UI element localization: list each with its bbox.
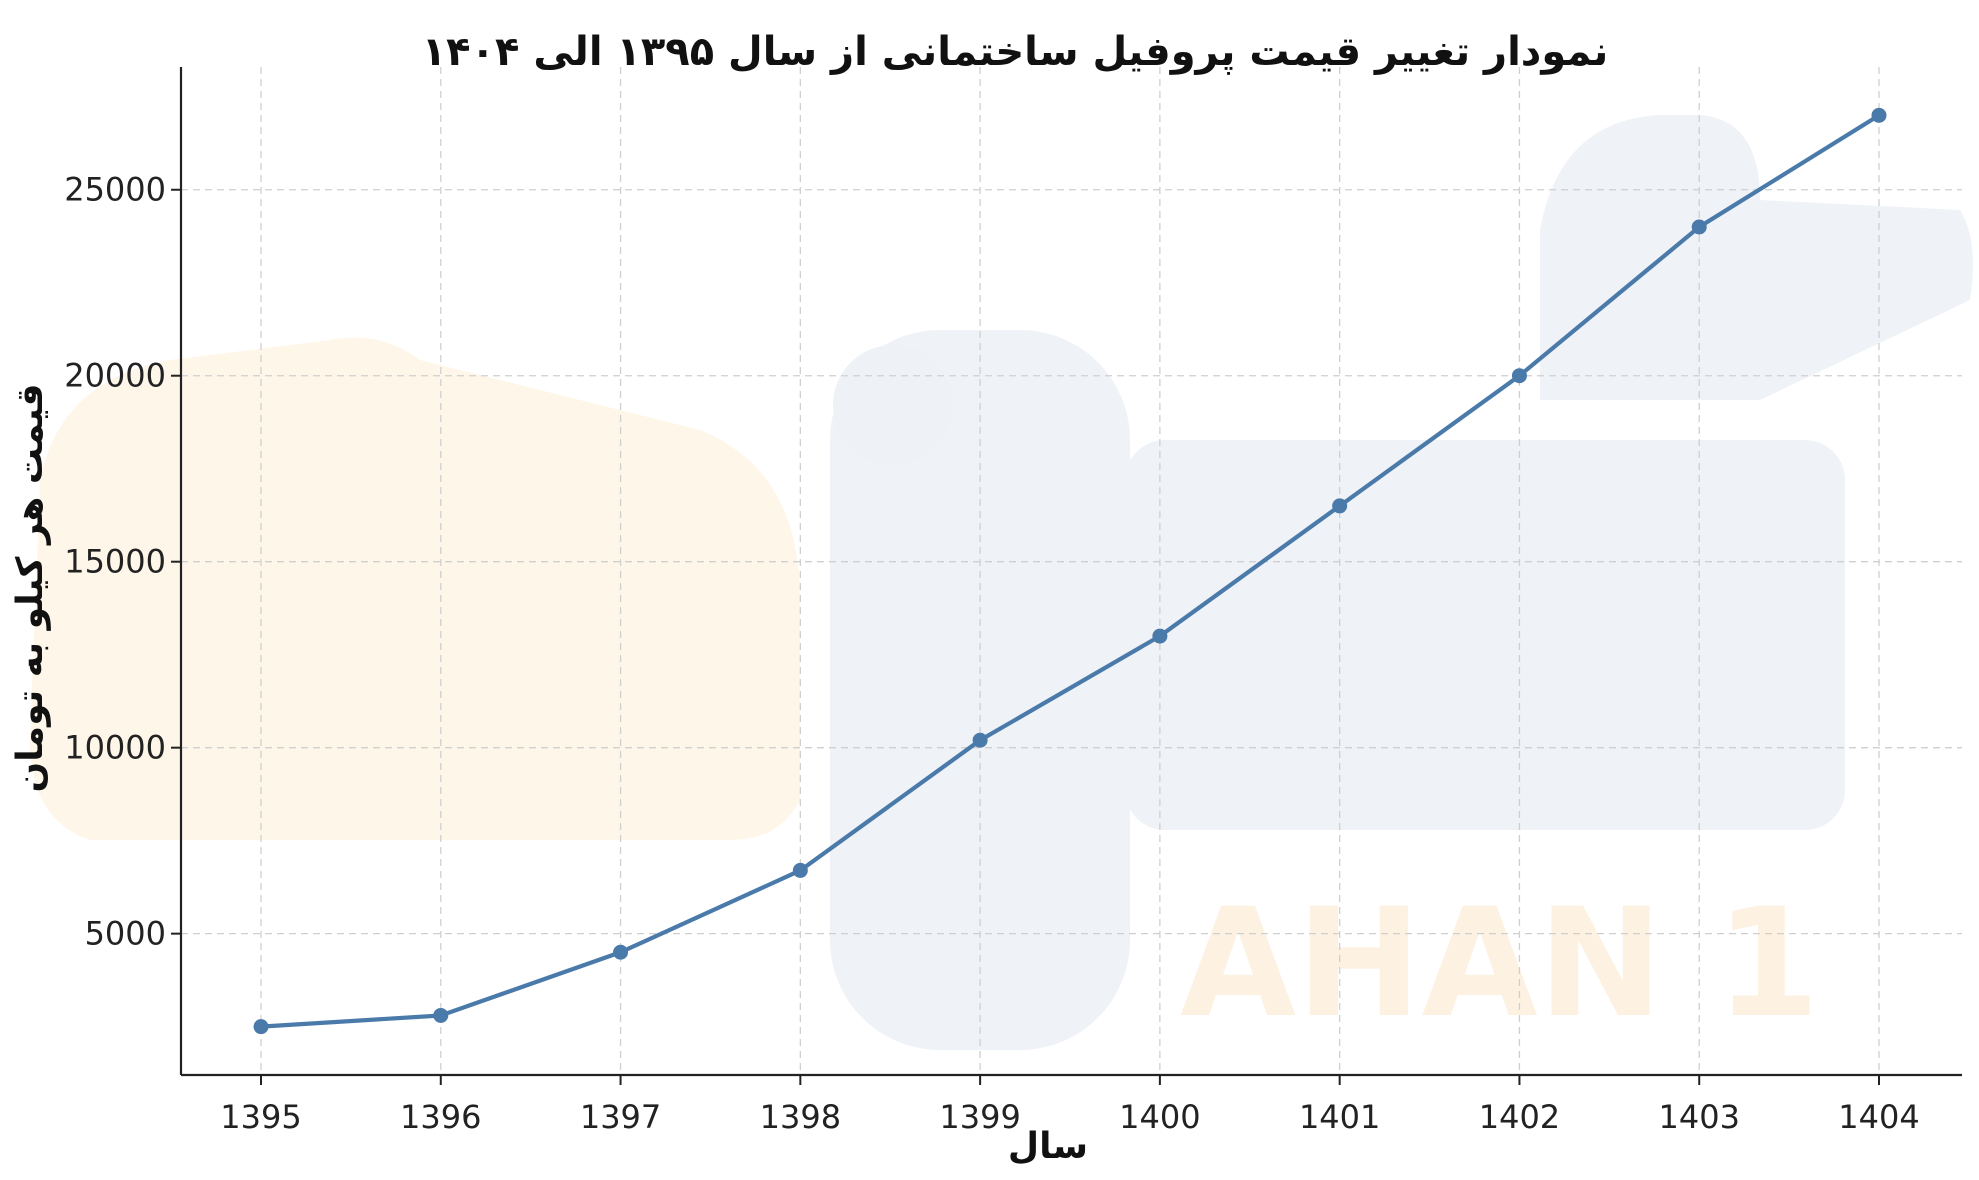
x-axis-title: سال <box>1008 1126 1088 1167</box>
y-tick-label: 20000 <box>64 357 166 395</box>
x-tick-label: 1395 <box>220 1098 301 1136</box>
y-tick-label: 25000 <box>64 171 166 209</box>
data-point <box>1871 107 1887 123</box>
x-tick-label: 1402 <box>1479 1098 1560 1136</box>
series-line <box>260 113 1881 1029</box>
x-tick-label: 1403 <box>1659 1098 1740 1136</box>
x-tick-label: 1399 <box>939 1098 1020 1136</box>
data-point <box>1152 628 1168 644</box>
watermark-text: AHAN 1 <box>1180 877 1820 1051</box>
data-point <box>792 862 808 878</box>
data-point <box>1691 219 1707 235</box>
x-tick-label: 1401 <box>1299 1098 1380 1136</box>
watermark-orange-shape <box>30 337 800 840</box>
watermark-dot <box>833 345 953 465</box>
chart-title: نمودار تغییر قیمت پروفیل ساختمانی از سال… <box>422 29 1608 75</box>
y-tick-label: 10000 <box>64 729 166 767</box>
y-tick-label: 5000 <box>85 915 166 953</box>
data-point <box>613 944 629 960</box>
y-tick-label: 15000 <box>64 543 166 581</box>
y-axis-title: قیمت هر کیلو به تومان <box>10 384 51 793</box>
watermark-blue-block-3 <box>1540 115 1973 400</box>
data-point <box>433 1007 449 1023</box>
x-tick-label: 1398 <box>760 1098 841 1136</box>
watermark-blue-block-1 <box>830 330 1130 1050</box>
y-axis-ticks: 5000 10000 15000 20000 25000 <box>64 171 181 953</box>
grid-lines <box>181 67 1962 1075</box>
data-point <box>1332 498 1348 514</box>
x-tick-label: 1396 <box>400 1098 481 1136</box>
watermark-blue-block-2 <box>1125 440 1845 830</box>
x-axis-ticks: 1395 1396 1397 1398 1399 1400 1401 1402 1403 1404 <box>220 1075 1920 1136</box>
data-point <box>972 732 988 748</box>
data-point <box>253 1019 269 1035</box>
x-tick-label: 1397 <box>580 1098 661 1136</box>
x-tick-label: 1400 <box>1119 1098 1200 1136</box>
x-tick-label: 1404 <box>1838 1098 1919 1136</box>
watermark-logo: AHAN 1 <box>30 115 1973 1051</box>
series-line-group <box>253 107 1887 1035</box>
data-point <box>1511 368 1527 384</box>
